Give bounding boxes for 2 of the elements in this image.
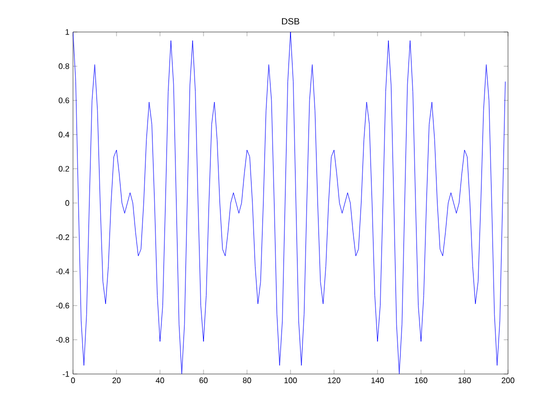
line-series — [73, 32, 506, 374]
chart-title: DSB — [282, 18, 300, 25]
